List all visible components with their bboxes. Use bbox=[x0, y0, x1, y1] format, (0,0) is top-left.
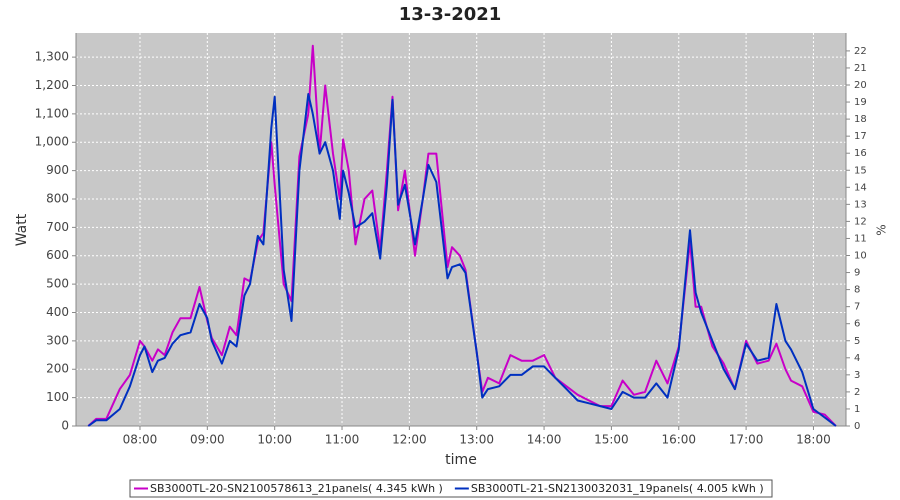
y-tick-label: 300 bbox=[46, 333, 69, 347]
y-tick-label: 700 bbox=[46, 220, 69, 234]
y-tick-label: 500 bbox=[46, 277, 69, 291]
y-tick-label: 800 bbox=[46, 191, 69, 205]
chart-title: 13-3-2021 bbox=[399, 4, 502, 25]
legend-label: SB3000TL-21-SN2130032031_19panels( 4.005… bbox=[471, 482, 764, 495]
y2-tick-label: 22 bbox=[854, 46, 867, 57]
y2-tick-label: 18 bbox=[854, 114, 867, 125]
x-tick-label: 16:00 bbox=[661, 433, 696, 447]
y-tick-label: 1,300 bbox=[35, 50, 69, 64]
y2-tick-label: 13 bbox=[854, 199, 867, 210]
x-tick-label: 13:00 bbox=[459, 433, 494, 447]
legend bbox=[129, 479, 773, 498]
y-tick-label: 400 bbox=[46, 305, 69, 319]
y-tick-label: 600 bbox=[46, 248, 69, 262]
x-tick-label: 09:00 bbox=[190, 433, 225, 447]
y2-tick-label: 3 bbox=[854, 370, 860, 381]
y2-tick-label: 16 bbox=[854, 148, 867, 159]
y-tick-label: 1,100 bbox=[35, 106, 69, 120]
plot-area bbox=[76, 33, 846, 426]
y2-tick-label: 5 bbox=[854, 336, 860, 347]
y2-tick-label: 17 bbox=[854, 131, 867, 142]
y2-tick-label: 21 bbox=[854, 63, 867, 74]
x-tick-label: 11:00 bbox=[325, 433, 360, 447]
y2-tick-label: 4 bbox=[854, 353, 860, 364]
y2-axis-label: % bbox=[875, 224, 889, 235]
y2-tick-label: 8 bbox=[854, 285, 860, 296]
y2-tick-label: 7 bbox=[854, 302, 860, 313]
y2-tick-label: 10 bbox=[854, 251, 867, 262]
y-tick-label: 0 bbox=[61, 419, 69, 433]
x-tick-label: 15:00 bbox=[594, 433, 629, 447]
x-tick-label: 10:00 bbox=[257, 433, 292, 447]
y2-tick-label: 19 bbox=[854, 97, 867, 108]
y-axis-label: Watt bbox=[14, 213, 30, 246]
x-tick-label: 17:00 bbox=[729, 433, 764, 447]
y2-tick-label: 1 bbox=[854, 404, 860, 415]
y-tick-label: 200 bbox=[46, 362, 69, 376]
y2-tick-label: 11 bbox=[854, 233, 867, 244]
series-line bbox=[87, 93, 837, 427]
y-tick-label: 1,200 bbox=[35, 78, 69, 92]
y2-tick-label: 9 bbox=[854, 268, 860, 279]
y2-tick-label: 0 bbox=[854, 421, 860, 432]
y2-tick-label: 2 bbox=[854, 387, 860, 398]
y2-tick-label: 12 bbox=[854, 216, 867, 227]
y2-tick-label: 20 bbox=[854, 80, 867, 91]
x-axis-label: time bbox=[445, 452, 477, 468]
x-tick-label: 08:00 bbox=[123, 433, 158, 447]
legend-label: SB3000TL-20-SN2100578613_21panels( 4.345… bbox=[150, 482, 443, 495]
y-tick-label: 100 bbox=[46, 390, 69, 404]
x-tick-label: 14:00 bbox=[527, 433, 562, 447]
y2-tick-label: 15 bbox=[854, 165, 867, 176]
x-tick-label: 18:00 bbox=[796, 433, 831, 447]
y-tick-label: 900 bbox=[46, 163, 69, 177]
y2-tick-label: 14 bbox=[854, 182, 867, 193]
y-tick-label: 1,000 bbox=[35, 135, 69, 149]
x-tick-label: 12:00 bbox=[392, 433, 427, 447]
y2-tick-label: 6 bbox=[854, 319, 860, 330]
